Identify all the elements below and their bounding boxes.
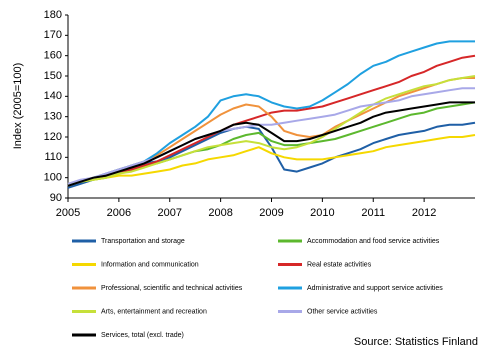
y-tick-label: 90: [50, 192, 62, 204]
series-line: [67, 87, 475, 185]
x-tick-label: 2007: [158, 207, 182, 219]
y-tick-label: 130: [44, 111, 62, 123]
y-tick-label: 180: [44, 9, 62, 21]
x-tick-label: 2006: [107, 207, 131, 219]
x-tick-label: 2005: [56, 207, 80, 219]
y-tick-label: 160: [44, 50, 62, 62]
source: Source: Statistics Finland: [354, 336, 478, 348]
x-tick-label: 2010: [310, 207, 334, 219]
legend-label: Accommodation and food service activitie…: [307, 238, 440, 245]
y-tick-label: 170: [44, 29, 62, 41]
x-tick-label: 2009: [259, 207, 283, 219]
x-tick-label: 2012: [412, 207, 436, 219]
x-tick-label: 2011: [361, 207, 385, 219]
series-line: [67, 134, 476, 185]
series-line: [67, 101, 475, 187]
legend-label: Professional, scientific and technical a…: [101, 285, 243, 292]
series-line: [67, 101, 476, 187]
y-axis-label: Index (2005=100): [12, 63, 24, 150]
legend-label: Administrative and support service activ…: [307, 285, 443, 292]
legend-label: Real estate activities: [307, 261, 372, 268]
y-tick-label: 100: [44, 172, 62, 184]
x-tick-label: 2008: [208, 207, 232, 219]
y-tick-label: 120: [44, 131, 62, 143]
legend-label: Arts, entertainment and recreation: [101, 308, 207, 315]
series-line: [67, 54, 476, 187]
legend-label: Other service activities: [307, 308, 378, 315]
legend-label: Transportation and storage: [101, 238, 185, 245]
y-tick-label: 140: [44, 90, 62, 102]
legend-label: Information and communication: [101, 261, 199, 268]
y-tick-label: 150: [44, 70, 62, 82]
legend-label: Services, total (excl. trade): [101, 332, 184, 339]
y-tick-label: 110: [44, 151, 62, 163]
series-line: [67, 75, 476, 185]
